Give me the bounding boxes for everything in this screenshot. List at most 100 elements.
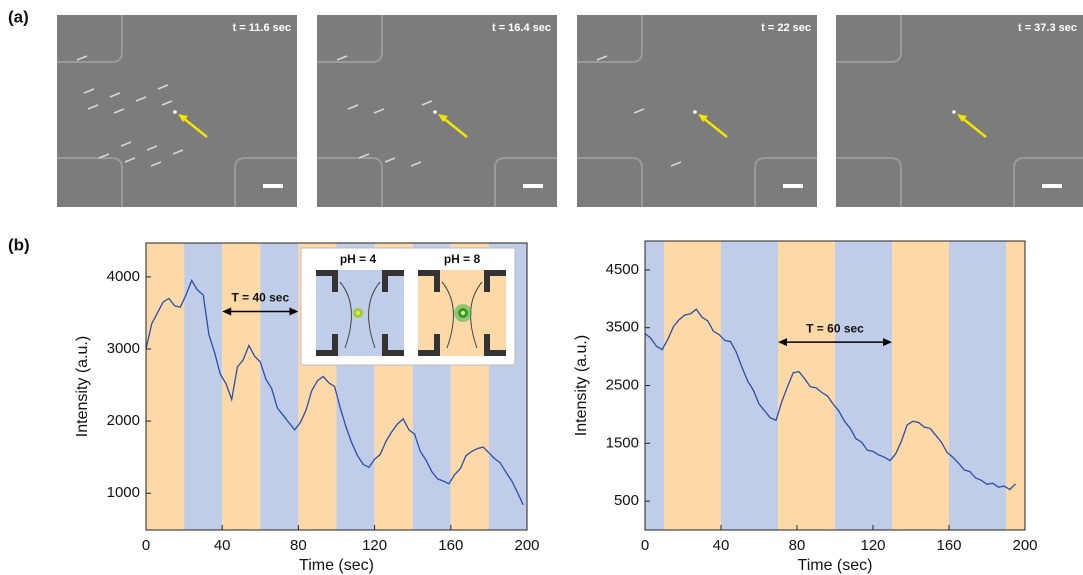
- arrow-head: [957, 114, 967, 122]
- channel-wall: [1013, 157, 1083, 207]
- channel-wall: [836, 15, 902, 63]
- streak: [358, 153, 370, 159]
- y-tick-label: 500: [614, 492, 639, 509]
- scale-bar: [783, 184, 803, 188]
- y-tick-label: 2000: [107, 412, 140, 429]
- y-axis-title: Intensity (a.u.): [74, 336, 91, 437]
- period-label: T = 60 sec: [806, 321, 864, 335]
- time-label: t = 11.6 sec: [233, 22, 291, 34]
- plot-frame: [145, 242, 528, 531]
- band: [222, 243, 261, 530]
- y-tick-label: 3000: [107, 340, 140, 357]
- streak: [76, 55, 88, 61]
- y-tick-label: 1500: [606, 434, 639, 451]
- particle: [952, 110, 956, 114]
- arrow: [960, 116, 987, 138]
- streak: [172, 149, 184, 155]
- band: [260, 243, 299, 530]
- streak: [150, 161, 162, 167]
- y-axis-title: Intensity (a.u.): [573, 335, 590, 436]
- channel-wall: [317, 157, 383, 207]
- x-tick-label: 200: [514, 537, 539, 554]
- y-tick-label: 2500: [606, 376, 639, 393]
- x-tick-label: 0: [641, 537, 649, 554]
- y-tick-label: 4500: [606, 261, 639, 278]
- streak: [670, 161, 682, 167]
- x-axis-title: Time (sec): [299, 557, 374, 574]
- intensity-line: [644, 308, 1016, 491]
- particle: [433, 110, 437, 114]
- channel-wall: [836, 157, 902, 207]
- streak: [596, 55, 608, 61]
- arrow-head: [222, 307, 299, 316]
- time-label: t = 16.4 sec: [492, 22, 551, 34]
- particle: [693, 110, 697, 114]
- streak: [373, 108, 385, 114]
- streak: [633, 108, 645, 114]
- scale-bar: [263, 184, 283, 188]
- channel-wall: [317, 15, 383, 63]
- band: [664, 241, 721, 530]
- band: [1006, 241, 1025, 530]
- inset: pH = 4 pH = 8: [300, 247, 516, 366]
- streak: [157, 84, 169, 90]
- streak: [347, 104, 359, 110]
- micrograph: [577, 15, 817, 207]
- x-tick-label: 80: [789, 537, 806, 554]
- streak: [83, 88, 95, 94]
- channel-wall: [577, 157, 643, 207]
- x-tick-label: 40: [713, 537, 730, 554]
- micrograph: [317, 15, 557, 207]
- panel-label: (b): [8, 235, 30, 254]
- channel-wall: [57, 15, 123, 63]
- band: [146, 243, 185, 530]
- x-tick-label: 120: [860, 537, 885, 554]
- channel-wall: [754, 157, 817, 207]
- period-label: T = 40 sec: [231, 291, 289, 305]
- arrow: [181, 116, 208, 138]
- intensity-line: [145, 279, 524, 506]
- micrograph: [836, 15, 1083, 207]
- streak: [135, 96, 147, 102]
- x-tick-label: 160: [438, 537, 463, 554]
- arrow: [441, 116, 468, 138]
- channel-wall: [577, 15, 643, 63]
- band: [949, 241, 1006, 530]
- streak: [410, 161, 422, 167]
- inset-label: pH = 4: [340, 252, 377, 266]
- x-tick-label: 200: [1012, 537, 1037, 554]
- streak: [421, 100, 433, 106]
- streak: [384, 157, 396, 163]
- streak: [98, 153, 110, 159]
- arrow-head: [438, 114, 448, 122]
- band: [184, 243, 223, 530]
- arrow-head: [178, 114, 188, 122]
- x-tick-label: 0: [142, 537, 150, 554]
- time-label: t = 37.3 sec: [1018, 22, 1077, 34]
- x-tick-label: 160: [936, 537, 961, 554]
- arrow: [701, 116, 728, 138]
- channel-wall: [57, 157, 123, 207]
- arrow-head: [698, 114, 708, 122]
- x-tick-label: 80: [290, 537, 307, 554]
- channel-wall: [234, 157, 297, 207]
- y-tick-label: 3500: [606, 319, 639, 336]
- x-axis-title: Time (sec): [798, 557, 873, 574]
- streak: [87, 104, 99, 110]
- streak: [161, 100, 173, 106]
- micrograph: [57, 15, 297, 207]
- band: [892, 241, 949, 530]
- particle: [173, 110, 177, 114]
- x-tick-label: 40: [214, 537, 231, 554]
- micrographs: t = 11.6 sec t = 16.4 sec t = 22 sec t = 37…: [57, 15, 1083, 207]
- band: [835, 241, 892, 530]
- streak: [113, 108, 125, 114]
- band: [721, 241, 778, 530]
- band: [778, 241, 835, 530]
- scale-bar: [523, 184, 543, 188]
- streak: [336, 55, 348, 61]
- streak: [120, 141, 132, 147]
- x-tick-label: 120: [362, 537, 387, 554]
